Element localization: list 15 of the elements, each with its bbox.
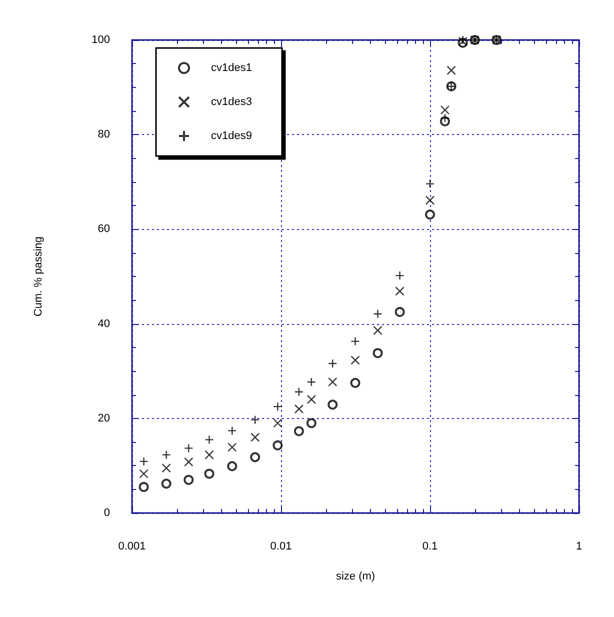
y-tick-label: 100 xyxy=(92,34,110,46)
x-tick-label: 0.001 xyxy=(118,540,146,552)
x-tick-label: 0.1 xyxy=(422,540,438,552)
y-tick-label: 0 xyxy=(104,507,110,519)
x-tick-label: 1 xyxy=(576,540,582,552)
x-axis-title: size (m) xyxy=(336,570,376,582)
y-tick-label: 80 xyxy=(98,128,110,141)
y-tick-label: 60 xyxy=(98,223,110,236)
y-tick-label: 40 xyxy=(98,318,110,330)
x-tick-label: 0.01 xyxy=(270,540,292,552)
legend-label: cv1des3 xyxy=(211,96,252,108)
legend-label: cv1des1 xyxy=(211,62,252,74)
y-tick-label: 20 xyxy=(98,412,110,424)
legend-label: cv1des9 xyxy=(211,130,252,142)
y-axis-title: Cum. % passing xyxy=(32,236,44,317)
